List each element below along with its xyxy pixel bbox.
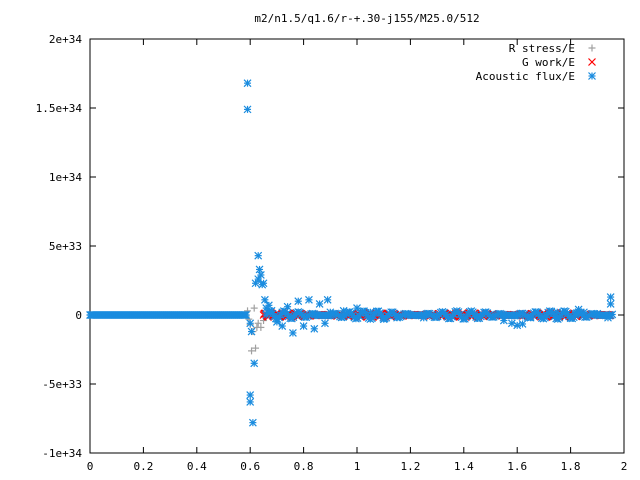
legend-marker — [588, 44, 596, 52]
series-r-stress-e-point — [248, 347, 256, 355]
series-acoustic-flux-e-point — [310, 324, 319, 333]
series-acoustic-flux-e-point — [260, 295, 269, 304]
x-tick-label: 0.2 — [133, 460, 153, 473]
plot-frame — [89, 38, 625, 454]
y-tick-label: -1e+34 — [42, 447, 82, 460]
series-acoustic-flux-e-point — [606, 300, 615, 308]
y-tick-label: 1.5e+34 — [36, 102, 83, 115]
series-acoustic-flux-e-point — [539, 312, 548, 321]
series-acoustic-flux-e-point — [419, 313, 428, 322]
series-acoustic-flux-e-point — [580, 308, 588, 317]
x-tick-label: 1.6 — [507, 460, 527, 473]
y-tick-label: -5e+33 — [42, 378, 82, 391]
series-acoustic-flux-e-point — [566, 313, 575, 322]
series-acoustic-flux-e-point — [278, 322, 287, 330]
series-acoustic-flux-e-point — [486, 312, 495, 321]
series-acoustic-flux-e-point — [513, 321, 522, 330]
series-acoustic-flux-e-point — [499, 316, 508, 325]
series-acoustic-flux-e-point — [305, 295, 313, 304]
x-tick-label: 1 — [354, 460, 361, 473]
series-acoustic-flux-e-point — [526, 313, 535, 322]
legend-label: G work/E — [522, 56, 575, 69]
series-acoustic-flux-e-point — [433, 312, 442, 321]
series-acoustic-flux-e-point — [366, 308, 375, 317]
series-acoustic-flux-e-point — [256, 271, 265, 279]
series-acoustic-flux-e-point — [246, 319, 255, 328]
series-acoustic-flux-e-point — [473, 312, 482, 321]
series-acoustic-flux-e-point — [393, 313, 401, 322]
x-tick-label: 1.2 — [400, 460, 420, 473]
series-acoustic-flux-e-point — [321, 319, 329, 328]
series-acoustic-flux-e-point — [246, 398, 255, 406]
series-acoustic-flux-e-point — [604, 313, 612, 322]
x-tick-label: 0.6 — [240, 460, 260, 473]
series-acoustic-flux-e-point — [353, 304, 361, 313]
legend-label: Acoustic flux/E — [476, 70, 575, 83]
series-acoustic-flux-e-point — [315, 300, 324, 308]
series-r-stress-e-point — [252, 344, 260, 352]
series-acoustic-flux-e-point — [250, 359, 259, 368]
y-tick-label: 2e+34 — [49, 33, 82, 46]
series-r-stress-e-point — [254, 319, 262, 327]
series-acoustic-flux-e-point — [251, 279, 260, 288]
series-r-stress-e-point — [250, 304, 258, 312]
series-acoustic-flux-e-point — [323, 295, 332, 304]
series-group — [86, 79, 617, 427]
series-acoustic-flux-e-point — [248, 418, 257, 427]
series-acoustic-flux-e-point — [254, 251, 263, 260]
series-acoustic-flux-e-point — [243, 105, 252, 114]
axes: 0 0.2 0.4 0.6 0.8 1 1.2 1.4 1.6 1.8 2 -1e+34 -5e+33 0… — [36, 33, 628, 473]
series-acoustic-flux-e-point — [242, 311, 251, 319]
series-acoustic-flux-e-point — [606, 293, 615, 301]
y-tick-label: 5e+33 — [49, 240, 82, 253]
series-acoustic-flux-e-point — [470, 310, 479, 319]
chart-title: m2/n1.5/q1.6/r-+.30-j155/M25.0/512 — [254, 12, 479, 25]
series-acoustic-flux-e-point — [267, 306, 276, 315]
series-acoustic-flux-e-point — [299, 322, 308, 330]
series-acoustic-flux-e-point — [247, 327, 256, 336]
x-tick-label: 0.8 — [294, 460, 314, 473]
series-acoustic-flux-e-point — [259, 279, 268, 288]
series-acoustic-flux-e-point — [246, 391, 255, 399]
x-tick-label: 1.8 — [561, 460, 581, 473]
series-acoustic-flux-e-point — [339, 306, 348, 315]
legend-marker — [588, 58, 596, 66]
series-acoustic-flux-e-point — [243, 79, 252, 88]
series-r-stress-e-point — [257, 323, 265, 331]
series-acoustic-flux-e-point — [608, 310, 617, 319]
x-tick-label: 2 — [621, 460, 628, 473]
x-tick-label: 0.4 — [187, 460, 207, 473]
series-acoustic-flux-e-point — [283, 302, 292, 311]
y-tick-label: 1e+34 — [49, 171, 82, 184]
series-acoustic-flux-e-point — [326, 308, 335, 317]
series-acoustic-flux-e-point — [518, 320, 527, 328]
y-tick-label: 0 — [75, 309, 82, 322]
x-tick-label: 1.4 — [454, 460, 474, 473]
series-acoustic-flux-e-point — [288, 329, 297, 337]
legend-marker — [588, 72, 596, 80]
series-acoustic-flux-e-point — [272, 317, 281, 326]
x-tick-label: 0 — [87, 460, 94, 473]
series-acoustic-flux-e-point — [593, 309, 602, 318]
series-acoustic-flux-e-point — [553, 308, 562, 317]
plot-points — [86, 79, 617, 427]
series-acoustic-flux-e-point — [294, 297, 303, 306]
legend-label: R stress/E — [509, 42, 575, 55]
series-acoustic-flux-e-point — [379, 315, 388, 324]
